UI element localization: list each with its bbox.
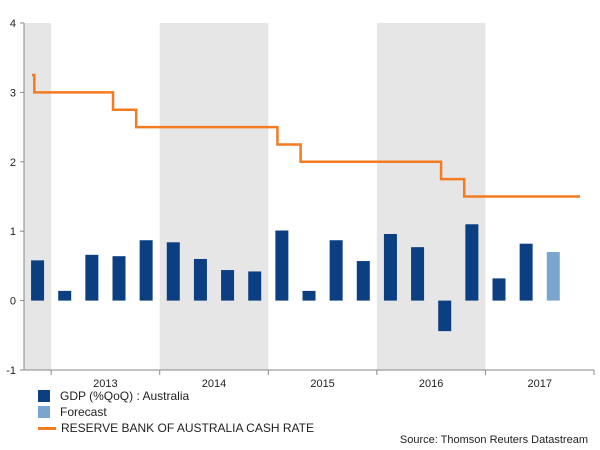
bars bbox=[31, 224, 560, 332]
gdp-bar-2013-q2 bbox=[85, 254, 99, 301]
gdp-bar-2014-q1 bbox=[166, 242, 180, 301]
cash-rate-step-line bbox=[32, 73, 580, 198]
gdp-bar-2015-q3 bbox=[329, 240, 343, 301]
forecast-bar-2017-q3 bbox=[546, 252, 560, 301]
y-tick-label: 2 bbox=[10, 157, 16, 169]
gdp-bar-2014-q2 bbox=[193, 258, 207, 301]
y-tick-label: -1 bbox=[6, 365, 16, 377]
axes bbox=[20, 22, 595, 375]
gdp-bar-2017-q1 bbox=[492, 278, 506, 301]
x-tick-label-2017: 2017 bbox=[527, 378, 551, 390]
legend-item-forecast: Forecast bbox=[38, 404, 314, 420]
y-tick-label: 4 bbox=[10, 18, 16, 30]
tick-labels: -1 0 1 2 3 4 2013 2014 2015 2016 2017 bbox=[6, 18, 552, 390]
shaded-band-2014 bbox=[159, 23, 269, 370]
x-tick-label-2015: 2015 bbox=[310, 378, 334, 390]
y-tick-label: 3 bbox=[10, 87, 16, 99]
gdp-bar-2013-q1 bbox=[58, 290, 72, 301]
legend-swatch-forecast bbox=[38, 406, 50, 418]
gdp-bar-2014-q4 bbox=[248, 271, 262, 301]
legend-item-gdp: GDP (%QoQ) : Australia bbox=[38, 388, 314, 404]
gdp-bar-2015-q2 bbox=[302, 290, 316, 301]
legend-label-cash-rate: RESERVE BANK OF AUSTRALIA CASH RATE bbox=[61, 421, 314, 435]
year-shading bbox=[24, 23, 486, 370]
gdp-bar-2015-q1 bbox=[275, 230, 289, 301]
gdp-bar-2016-q2 bbox=[411, 247, 425, 301]
legend-label-gdp: GDP (%QoQ) : Australia bbox=[60, 389, 190, 403]
x-tick-label-2016: 2016 bbox=[419, 378, 443, 390]
gdp-bar-2016-q1 bbox=[383, 233, 397, 301]
legend-label-forecast: Forecast bbox=[60, 405, 107, 419]
cash-rate-line bbox=[32, 73, 580, 198]
y-tick-label: 1 bbox=[10, 226, 16, 238]
gdp-bar-2013-q3 bbox=[112, 256, 126, 301]
x-tick-label-2014: 2014 bbox=[202, 378, 226, 390]
gdp-bar-2017-q2 bbox=[519, 243, 533, 301]
gdp-bar-2012-q4 bbox=[31, 260, 45, 301]
legend-swatch-cash-rate bbox=[38, 426, 56, 430]
gdp-bar-2013-q4 bbox=[139, 240, 153, 301]
source-note: Source: Thomson Reuters Datastream bbox=[399, 434, 588, 446]
legend-item-cash-rate: RESERVE BANK OF AUSTRALIA CASH RATE bbox=[38, 420, 314, 436]
shaded-band-2012 bbox=[24, 23, 52, 370]
gdp-bar-2015-q4 bbox=[356, 261, 370, 301]
y-tick-label: 0 bbox=[10, 296, 16, 308]
legend-swatch-gdp bbox=[38, 390, 50, 402]
legend: GDP (%QoQ) : Australia Forecast RESERVE … bbox=[38, 388, 314, 436]
gdp-bar-2014-q3 bbox=[221, 270, 235, 301]
x-tick-label-2013: 2013 bbox=[93, 378, 117, 390]
gdp-bar-2016-q3 bbox=[438, 300, 452, 332]
gdp-bar-2016-q4 bbox=[465, 224, 479, 301]
